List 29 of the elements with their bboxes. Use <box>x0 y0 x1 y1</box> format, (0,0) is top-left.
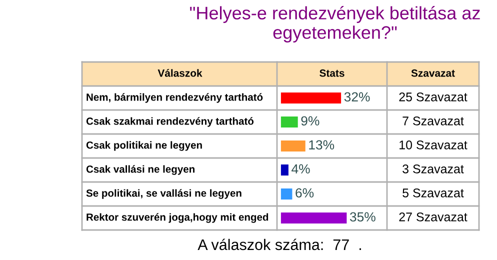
text: A válaszok száma: 77 . <box>198 238 361 250</box>
text: 25 Szavazat <box>399 92 468 102</box>
y-tick-label: Se politikai, se vallási ne legyen <box>86 189 242 199</box>
text: 10 Szavazat <box>400 140 468 150</box>
data-label: 13% <box>309 140 334 150</box>
text: Szavazat <box>411 69 455 77</box>
y-tick-label: Csak vallási ne legyen <box>86 165 194 175</box>
text: 7 Szavazat <box>402 116 464 126</box>
text: Válaszok <box>158 69 202 77</box>
data-label: 9% <box>301 116 320 126</box>
chart-title: "Helyes-e rendezvények betiltása az egyetemeken?" <box>190 6 480 42</box>
y-tick-label: Csak szakmai rendezvény tartható <box>86 117 254 127</box>
y-tick-label: Nem, bármilyen rendezvény tartható <box>86 93 263 103</box>
bar <box>280 188 292 200</box>
data-label: 4% <box>292 164 310 174</box>
text: 3 Szavazat <box>402 164 464 174</box>
y-tick-label: Csak politikai ne legyen <box>86 141 202 151</box>
bar <box>280 92 342 104</box>
data-label: 35% <box>350 212 376 222</box>
text: 5 Szavazat <box>402 188 464 198</box>
y-tick-label: Rektor szuverén joga,hogy mit enged <box>86 213 268 223</box>
data-label: 6% <box>296 188 314 198</box>
bar <box>280 140 306 152</box>
bar <box>280 164 288 176</box>
text: Stats <box>320 69 344 77</box>
data-label: 32% <box>344 92 370 102</box>
text: 27 Szavazat <box>399 212 468 222</box>
bar <box>280 116 298 128</box>
bar <box>280 212 347 224</box>
